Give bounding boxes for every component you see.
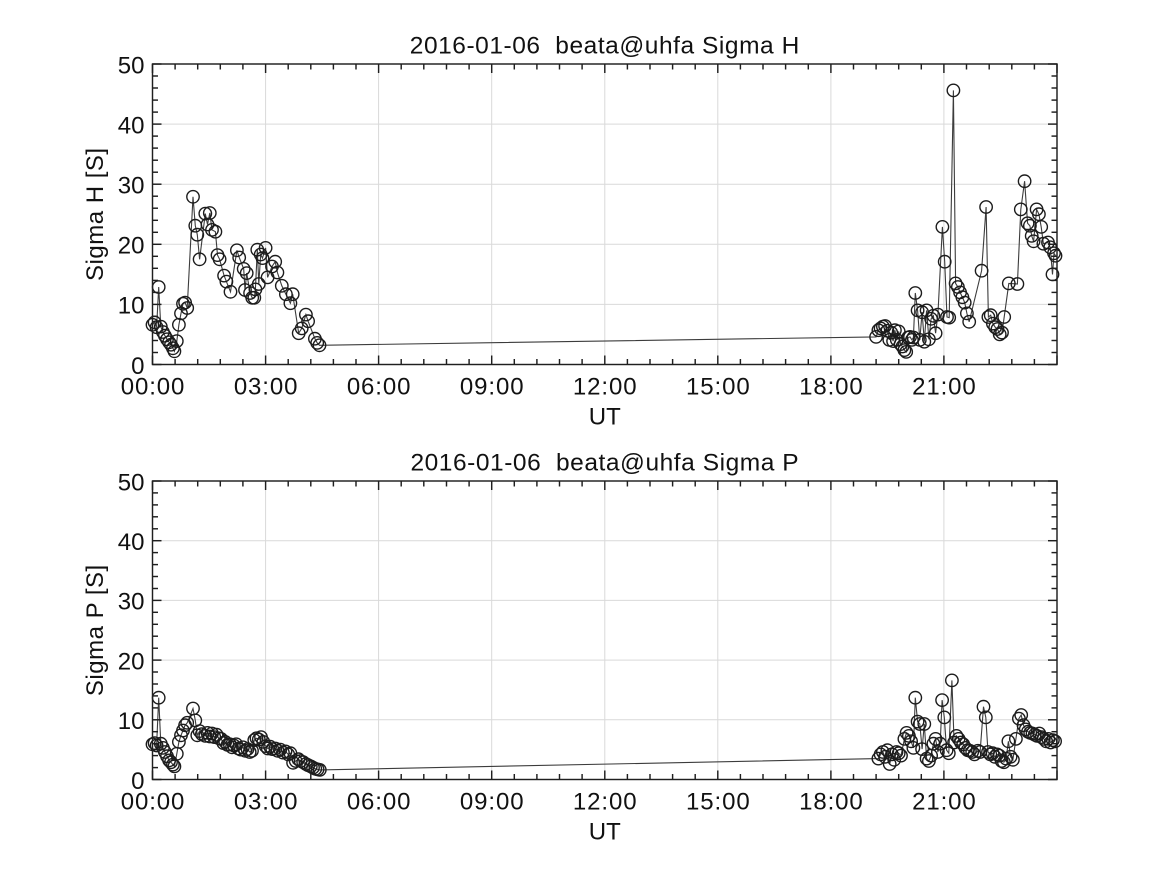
- svg-text:10: 10: [118, 293, 145, 320]
- svg-text:Sigma H [S]: Sigma H [S]: [82, 147, 109, 281]
- svg-text:15:00: 15:00: [686, 374, 751, 401]
- svg-text:30: 30: [118, 589, 145, 616]
- svg-text:2016-01-06 beata@uhfa Sigma H: 2016-01-06 beata@uhfa Sigma H: [410, 32, 800, 59]
- svg-text:UT: UT: [589, 819, 621, 846]
- svg-text:Sigma P [S]: Sigma P [S]: [82, 564, 109, 696]
- svg-text:40: 40: [118, 529, 145, 556]
- svg-text:50: 50: [118, 52, 145, 79]
- svg-text:09:00: 09:00: [460, 789, 525, 816]
- svg-text:20: 20: [118, 233, 145, 260]
- svg-text:00:00: 00:00: [121, 374, 186, 401]
- svg-text:0: 0: [131, 353, 144, 380]
- svg-text:18:00: 18:00: [799, 374, 864, 401]
- svg-text:12:00: 12:00: [573, 374, 638, 401]
- svg-text:20: 20: [118, 648, 145, 675]
- svg-text:03:00: 03:00: [234, 789, 299, 816]
- svg-text:06:00: 06:00: [347, 374, 412, 401]
- svg-text:09:00: 09:00: [460, 374, 525, 401]
- svg-text:UT: UT: [589, 404, 621, 431]
- svg-text:2016-01-06 beata@uhfa Sigma P: 2016-01-06 beata@uhfa Sigma P: [410, 449, 799, 476]
- svg-text:06:00: 06:00: [347, 789, 412, 816]
- svg-text:21:00: 21:00: [912, 374, 977, 401]
- svg-text:00:00: 00:00: [121, 789, 186, 816]
- svg-text:30: 30: [118, 173, 145, 200]
- svg-text:40: 40: [118, 112, 145, 139]
- svg-text:0: 0: [131, 768, 144, 795]
- svg-text:50: 50: [118, 469, 145, 496]
- svg-text:18:00: 18:00: [799, 789, 864, 816]
- svg-text:12:00: 12:00: [573, 789, 638, 816]
- svg-text:10: 10: [118, 708, 145, 735]
- svg-text:21:00: 21:00: [912, 789, 977, 816]
- svg-text:03:00: 03:00: [234, 374, 299, 401]
- svg-text:15:00: 15:00: [686, 789, 751, 816]
